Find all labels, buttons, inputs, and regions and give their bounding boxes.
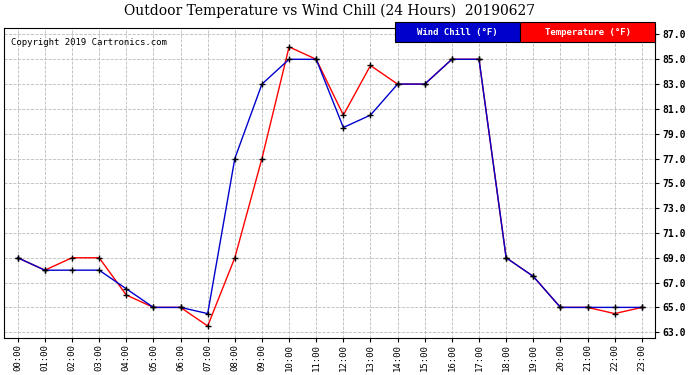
Text: Copyright 2019 Cartronics.com: Copyright 2019 Cartronics.com: [10, 38, 166, 46]
Title: Outdoor Temperature vs Wind Chill (24 Hours)  20190627: Outdoor Temperature vs Wind Chill (24 Ho…: [124, 4, 535, 18]
